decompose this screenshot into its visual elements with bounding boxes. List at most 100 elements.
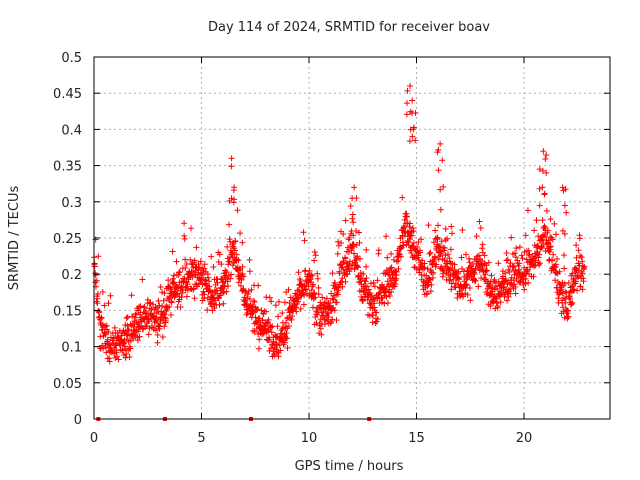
data-point bbox=[328, 318, 335, 325]
data-point bbox=[223, 288, 230, 295]
data-point bbox=[115, 356, 122, 363]
data-point bbox=[168, 299, 175, 306]
data-point bbox=[219, 289, 226, 296]
data-point bbox=[369, 312, 376, 319]
data-point bbox=[139, 276, 146, 283]
data-point bbox=[289, 312, 296, 319]
data-point bbox=[121, 337, 128, 344]
data-point bbox=[334, 238, 341, 245]
data-point bbox=[162, 315, 169, 322]
data-point bbox=[483, 267, 490, 274]
data-point bbox=[204, 307, 211, 314]
data-point bbox=[539, 167, 546, 174]
data-point bbox=[445, 266, 452, 273]
data-point bbox=[373, 309, 380, 316]
data-point bbox=[335, 284, 342, 291]
data-point bbox=[181, 232, 188, 239]
y-tick-label: 0.05 bbox=[53, 377, 82, 392]
data-point bbox=[362, 278, 369, 285]
data-point bbox=[552, 261, 559, 268]
data-point bbox=[311, 257, 318, 264]
data-point bbox=[284, 345, 291, 352]
data-point bbox=[300, 229, 307, 236]
data-point bbox=[254, 321, 261, 328]
data-point bbox=[424, 265, 431, 272]
data-point bbox=[356, 239, 363, 246]
data-point bbox=[200, 288, 207, 295]
data-point bbox=[216, 301, 223, 308]
data-point bbox=[363, 275, 370, 282]
data-point bbox=[513, 245, 520, 252]
data-point bbox=[254, 306, 261, 313]
data-point bbox=[509, 263, 516, 270]
data-point bbox=[363, 246, 370, 253]
data-point bbox=[232, 237, 239, 244]
data-point bbox=[95, 253, 102, 260]
data-point bbox=[315, 284, 322, 291]
data-point bbox=[512, 254, 519, 261]
data-point bbox=[191, 295, 198, 302]
data-point bbox=[439, 157, 446, 164]
data-point bbox=[314, 270, 321, 277]
data-point bbox=[406, 220, 413, 227]
data-point bbox=[157, 320, 164, 327]
y-tick-label: 0.1 bbox=[61, 341, 82, 356]
data-point bbox=[543, 152, 550, 159]
data-point bbox=[160, 297, 167, 304]
data-point bbox=[512, 290, 519, 297]
data-point bbox=[265, 316, 272, 323]
data-point bbox=[441, 244, 448, 251]
data-point bbox=[314, 275, 321, 282]
data-point bbox=[533, 217, 540, 224]
data-point bbox=[312, 294, 319, 301]
data-point bbox=[536, 260, 543, 267]
y-tick-label: 0.35 bbox=[53, 160, 82, 175]
data-point bbox=[522, 232, 529, 239]
data-point bbox=[451, 261, 458, 268]
data-point bbox=[225, 258, 232, 265]
data-point bbox=[551, 220, 558, 227]
data-point bbox=[311, 249, 318, 256]
data-point bbox=[128, 292, 135, 299]
data-point bbox=[308, 271, 315, 278]
data-point bbox=[227, 275, 234, 282]
data-point bbox=[184, 281, 191, 288]
data-point bbox=[542, 155, 549, 162]
data-point bbox=[407, 236, 414, 243]
data-point bbox=[455, 268, 462, 275]
data-point bbox=[439, 273, 446, 280]
data-point bbox=[157, 284, 164, 291]
data-point bbox=[570, 286, 577, 293]
data-points bbox=[91, 82, 588, 421]
data-point bbox=[259, 317, 266, 324]
data-point bbox=[504, 297, 511, 304]
data-point bbox=[349, 215, 356, 222]
data-point bbox=[257, 323, 264, 330]
data-point bbox=[239, 263, 246, 270]
data-point bbox=[318, 331, 325, 338]
data-point bbox=[295, 296, 302, 303]
data-point bbox=[281, 339, 288, 346]
data-point bbox=[97, 333, 104, 340]
data-point bbox=[227, 238, 234, 245]
data-point bbox=[321, 299, 328, 306]
data-point bbox=[188, 225, 195, 232]
data-point bbox=[99, 342, 106, 349]
data-point bbox=[181, 275, 188, 282]
data-point bbox=[125, 326, 132, 333]
data-point bbox=[182, 264, 189, 271]
data-point bbox=[553, 269, 560, 276]
data-point bbox=[246, 295, 253, 302]
data-point bbox=[285, 323, 292, 330]
data-point bbox=[312, 252, 319, 259]
data-point bbox=[226, 198, 233, 205]
data-point bbox=[137, 303, 144, 310]
data-point bbox=[306, 267, 313, 274]
data-point bbox=[507, 290, 514, 297]
data-point bbox=[545, 240, 552, 247]
data-point bbox=[133, 310, 140, 317]
data-point bbox=[476, 218, 483, 225]
data-point bbox=[353, 195, 360, 202]
data-point bbox=[310, 281, 317, 288]
data-point bbox=[447, 246, 454, 253]
